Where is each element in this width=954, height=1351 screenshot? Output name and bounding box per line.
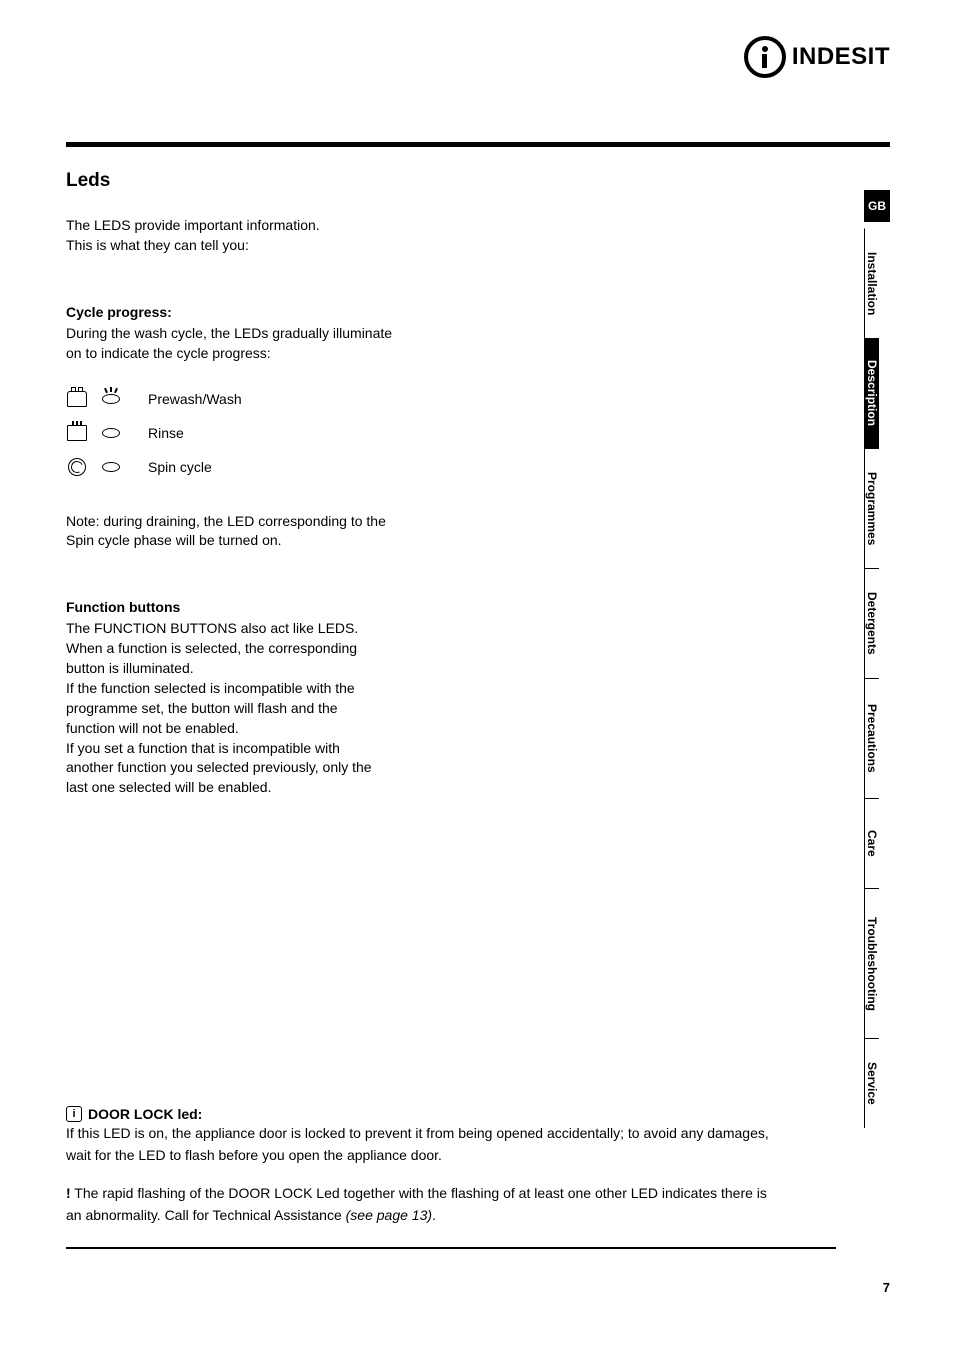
tab-troubleshooting[interactable]: Troubleshooting [864, 888, 879, 1038]
tab-detergents[interactable]: Detergents [864, 568, 879, 678]
page-number: 7 [883, 1280, 890, 1295]
section-tabs: GB Installation Description Programmes D… [864, 190, 890, 1128]
phase-label-prewash: Prewash/Wash [148, 391, 242, 407]
page: INDESIT Leds The LEDS provide important … [0, 0, 954, 1351]
door-lock-section: i DOOR LOCK led: If this LED is on, the … [66, 1106, 836, 1226]
fn-p5: programme set, the button will flash and… [66, 699, 426, 719]
door-lock-title: i DOOR LOCK led: [66, 1106, 836, 1122]
warn-text-2a: an abnormality. Call for Technical Assis… [66, 1207, 346, 1223]
brand-logo: INDESIT [744, 36, 890, 78]
fn-p4: If the function selected is incompatible… [66, 679, 426, 699]
door-lock-warn-2: an abnormality. Call for Technical Assis… [66, 1206, 836, 1226]
tab-care[interactable]: Care [864, 798, 879, 888]
cycle-note-1: Note: during draining, the LED correspon… [66, 512, 466, 532]
lock-icon: i [66, 1106, 82, 1122]
intro-line-1: The LEDS provide important information. [66, 216, 466, 236]
fn-p7: If you set a function that is incompatib… [66, 739, 426, 759]
fn-p3: button is illuminated. [66, 659, 426, 679]
cycle-note: Note: during draining, the LED correspon… [66, 512, 466, 552]
prewash-phase-icon [66, 388, 88, 410]
warn-text-2b: (see page 13) [346, 1207, 432, 1223]
brand-name: INDESIT [792, 43, 890, 71]
led-off-icon [100, 456, 122, 478]
fn-p9: last one selected will be enabled. [66, 778, 426, 798]
tab-precautions[interactable]: Precautions [864, 678, 879, 798]
functions-body: The FUNCTION BUTTONS also act like LEDS.… [66, 619, 836, 798]
fn-p1: The FUNCTION BUTTONS also act like LEDS. [66, 619, 426, 639]
fn-p6: function will not be enabled. [66, 719, 426, 739]
cycle-title: Cycle progress: [66, 304, 836, 320]
spin-phase-icon [66, 456, 88, 478]
led-on-icon [100, 388, 122, 410]
door-lock-warn-1: ! The rapid flashing of the DOOR LOCK Le… [66, 1184, 836, 1204]
bottom-rule [66, 1247, 836, 1249]
rinse-phase-icon [66, 422, 88, 444]
cycle-desc-2: on to indicate the cycle progress: [66, 344, 466, 364]
door-lock-p1: If this LED is on, the appliance door is… [66, 1124, 836, 1144]
tab-service[interactable]: Service [864, 1038, 879, 1128]
phase-row-rinse: Rinse [66, 416, 836, 450]
warn-text-2c: . [432, 1207, 436, 1223]
main-content: Leds The LEDS provide important informat… [66, 170, 836, 798]
tab-language[interactable]: GB [864, 190, 890, 222]
led-off-icon [100, 422, 122, 444]
section-heading: Leds [66, 170, 836, 192]
tab-description[interactable]: Description [864, 338, 879, 448]
phase-row-spin: Spin cycle [66, 450, 836, 484]
intro-line-2: This is what they can tell you: [66, 236, 466, 256]
cycle-phase-list: Prewash/Wash Rinse Spin cycle [66, 382, 836, 484]
warn-text-1: The rapid flashing of the DOOR LOCK Led … [71, 1185, 767, 1201]
door-lock-title-text: DOOR LOCK led: [88, 1106, 202, 1122]
functions-title: Function buttons [66, 599, 836, 615]
phase-label-rinse: Rinse [148, 425, 184, 441]
logo-mark-icon [744, 36, 786, 78]
phase-row-prewash: Prewash/Wash [66, 382, 836, 416]
door-lock-p2: wait for the LED to flash before you ope… [66, 1146, 836, 1166]
tab-programmes[interactable]: Programmes [864, 448, 879, 568]
fn-p8: another function you selected previously… [66, 758, 426, 778]
top-rule [66, 142, 890, 147]
cycle-desc-1: During the wash cycle, the LEDs graduall… [66, 324, 466, 344]
cycle-note-2: Spin cycle phase will be turned on. [66, 531, 466, 551]
phase-label-spin: Spin cycle [148, 459, 212, 475]
fn-p2: When a function is selected, the corresp… [66, 639, 426, 659]
tab-installation[interactable]: Installation [864, 228, 879, 338]
